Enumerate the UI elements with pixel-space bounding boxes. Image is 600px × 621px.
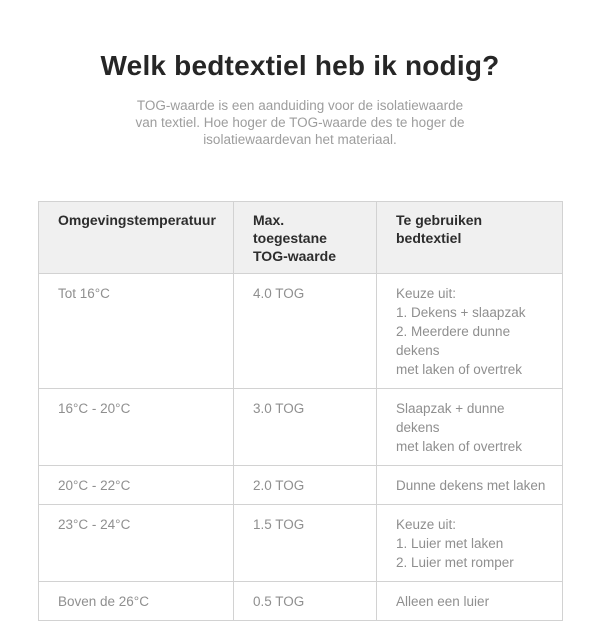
bedtextiel-cell: Slaapzak + dunne dekens met laken of ove… xyxy=(376,388,563,466)
temperature-cell: 16°C - 20°C xyxy=(38,388,234,466)
table-row: Tot 16°C 4.0 TOG Keuze uit: 1. Dekens + … xyxy=(38,273,563,389)
bedtextiel-cell: Alleen een luier xyxy=(376,581,563,621)
bedtextiel-infographic: Welk bedtextiel heb ik nodig? TOG-waarde… xyxy=(38,50,563,621)
bedtextiel-cell: Dunne dekens met laken xyxy=(376,465,563,505)
tog-value-cell: 2.0 TOG xyxy=(233,465,377,505)
table-row: 23°C - 24°C 1.5 TOG Keuze uit: 1. Luier … xyxy=(38,504,563,582)
temperature-cell: Tot 16°C xyxy=(38,273,234,389)
bedtextiel-cell: Keuze uit: 1. Dekens + slaapzak 2. Meerd… xyxy=(376,273,563,389)
temperature-cell: 20°C - 22°C xyxy=(38,465,234,505)
temperature-cell: Boven de 26°C xyxy=(38,581,234,621)
page-title: Welk bedtextiel heb ik nodig? xyxy=(100,50,500,81)
table-row: Boven de 26°C 0.5 TOG Alleen een luier xyxy=(38,581,563,621)
tog-value-cell: 0.5 TOG xyxy=(233,581,377,621)
table-header-row: Omgevingstemperatuur Max. toegestane TOG… xyxy=(38,201,563,274)
col-header-omgevingstemperatuur: Omgevingstemperatuur xyxy=(38,201,234,274)
tog-value-cell: 1.5 TOG xyxy=(233,504,377,582)
intro-text: TOG-waarde is een aanduiding voor de iso… xyxy=(135,98,465,147)
tog-table: Omgevingstemperatuur Max. toegestane TOG… xyxy=(38,201,563,621)
bedtextiel-cell: Keuze uit: 1. Luier met laken 2. Luier m… xyxy=(376,504,563,582)
table-row: 20°C - 22°C 2.0 TOG Dunne dekens met lak… xyxy=(38,465,563,505)
temperature-cell: 23°C - 24°C xyxy=(38,504,234,582)
col-header-tog-waarde: Max. toegestane TOG-waarde xyxy=(233,201,377,274)
col-header-bedtextiel: Te gebruiken bedtextiel xyxy=(376,201,563,274)
table-row: 16°C - 20°C 3.0 TOG Slaapzak + dunne dek… xyxy=(38,388,563,466)
tog-value-cell: 3.0 TOG xyxy=(233,388,377,466)
tog-value-cell: 4.0 TOG xyxy=(233,273,377,389)
